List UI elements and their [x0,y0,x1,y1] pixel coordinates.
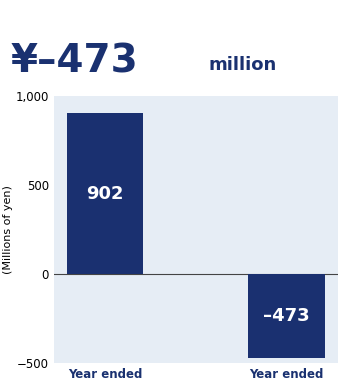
Text: Profit (loss) attributable to owners of parent: Profit (loss) attributable to owners of … [0,13,348,28]
Text: ¥–473: ¥–473 [10,43,138,81]
Bar [67,113,143,274]
Text: –473: –473 [263,307,310,325]
Text: 902: 902 [86,185,124,203]
Text: million: million [209,56,277,74]
Bar [248,274,325,358]
Y-axis label: (Millions of yen): (Millions of yen) [3,185,13,274]
